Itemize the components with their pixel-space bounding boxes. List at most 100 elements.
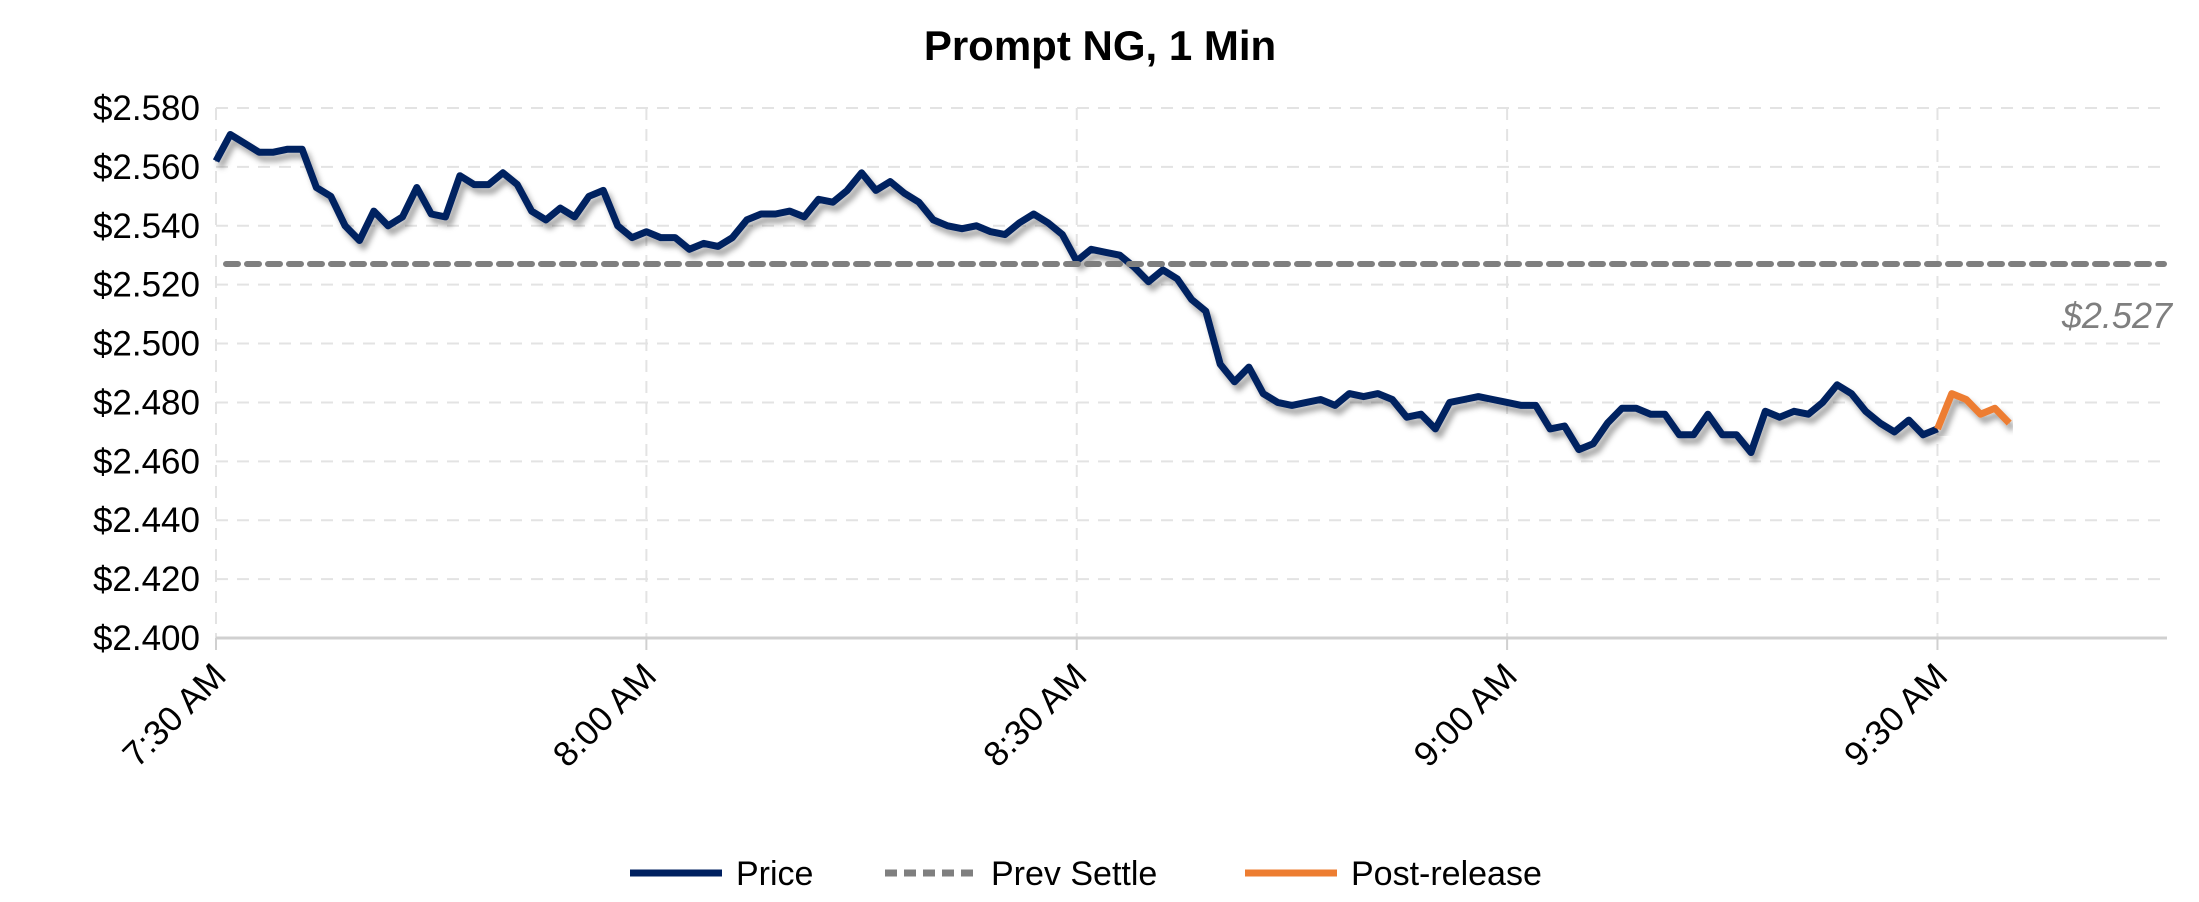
data-point — [774, 213, 776, 215]
data-point — [1391, 399, 1393, 400]
data-point — [358, 240, 360, 241]
data-point — [1635, 407, 1637, 409]
data-point — [703, 242, 705, 244]
data-point — [1607, 422, 1609, 424]
x-tick-label: 7:30 AM — [115, 656, 233, 774]
data-point — [1406, 416, 1408, 418]
data-point — [1822, 401, 1824, 403]
y-tick-label: $2.460 — [93, 442, 200, 481]
post-release-line — [1934, 390, 2012, 431]
data-point — [602, 189, 604, 191]
data-point — [660, 237, 662, 239]
y-tick-label: $2.500 — [93, 325, 200, 364]
data-point — [746, 219, 748, 221]
data-point — [1721, 434, 1723, 436]
data-point — [1205, 310, 1207, 312]
data-point — [1707, 413, 1709, 415]
data-point — [1951, 393, 1953, 395]
data-point — [1650, 413, 1652, 415]
data-point — [1764, 410, 1766, 412]
y-tick-label: $2.400 — [93, 619, 200, 658]
data-point — [1980, 413, 1982, 415]
data-point — [1262, 393, 1264, 395]
data-point — [1334, 404, 1336, 406]
data-point — [588, 195, 590, 197]
data-point — [1104, 251, 1106, 253]
data-point — [1420, 413, 1422, 415]
data-point — [904, 192, 906, 194]
data-point — [961, 228, 963, 230]
prev-settle-annotation: $2.527 — [2061, 295, 2174, 336]
data-point — [416, 187, 418, 188]
data-point — [846, 189, 848, 191]
data-point — [344, 225, 346, 227]
chart-title: Prompt NG, 1 Min — [924, 22, 1276, 69]
data-point — [631, 237, 633, 239]
data-point — [1750, 452, 1752, 453]
y-tick-label: $2.560 — [93, 148, 200, 187]
data-point — [1004, 234, 1006, 236]
data-point — [1563, 425, 1565, 427]
legend-label: Prev Settle — [991, 855, 1157, 893]
data-point — [918, 201, 920, 203]
data-point — [1449, 401, 1451, 403]
data-point — [1807, 413, 1809, 415]
legend: Price Prev Settle Post-release — [630, 855, 1542, 893]
data-point — [875, 189, 877, 191]
data-point — [301, 148, 303, 150]
data-point — [1090, 248, 1092, 250]
data-point — [717, 245, 719, 247]
data-point — [1305, 401, 1307, 403]
data-point — [1176, 278, 1178, 280]
data-point — [1162, 269, 1164, 271]
data-point — [258, 151, 260, 153]
y-tick-label: $2.480 — [93, 383, 200, 422]
data-point — [789, 210, 791, 212]
data-point — [531, 210, 533, 212]
gridlines — [215, 107, 2167, 650]
data-point — [947, 225, 949, 227]
data-point — [1549, 428, 1551, 430]
data-point — [818, 198, 820, 200]
data-point — [1219, 363, 1221, 365]
data-point — [1033, 213, 1035, 215]
data-point — [1893, 431, 1895, 433]
data-point — [990, 231, 992, 233]
x-tick-label: 8:00 AM — [546, 656, 664, 774]
data-point — [1865, 410, 1867, 412]
data-point — [1936, 428, 1938, 430]
data-point — [1908, 419, 1910, 421]
data-point — [1506, 401, 1508, 403]
data-point — [2008, 422, 2010, 424]
data-point — [287, 148, 289, 150]
data-point — [1836, 384, 1838, 386]
data-point — [1377, 393, 1379, 395]
data-point — [1520, 404, 1522, 406]
x-tick-label: 9:00 AM — [1406, 656, 1524, 774]
data-point — [889, 181, 891, 183]
data-point — [330, 195, 332, 197]
data-point — [1320, 399, 1322, 400]
data-point — [387, 225, 389, 227]
data-point — [1678, 434, 1680, 436]
data-point — [1535, 404, 1537, 406]
data-point — [1664, 413, 1666, 415]
data-point — [1477, 396, 1479, 398]
data-point — [1879, 422, 1881, 424]
data-point — [315, 187, 317, 188]
data-point — [1736, 434, 1738, 436]
series-lines — [212, 131, 2167, 456]
data-point — [272, 151, 274, 153]
data-point — [574, 216, 576, 218]
data-point — [430, 213, 432, 215]
data-point — [1463, 399, 1465, 400]
data-point — [617, 225, 619, 227]
data-point — [1592, 443, 1594, 445]
data-point — [1277, 401, 1279, 403]
data-point — [645, 231, 647, 233]
data-point — [688, 248, 690, 250]
data-point — [1621, 407, 1623, 409]
y-tick-label: $2.440 — [93, 501, 200, 540]
data-point — [1434, 428, 1436, 430]
data-point — [401, 216, 403, 218]
